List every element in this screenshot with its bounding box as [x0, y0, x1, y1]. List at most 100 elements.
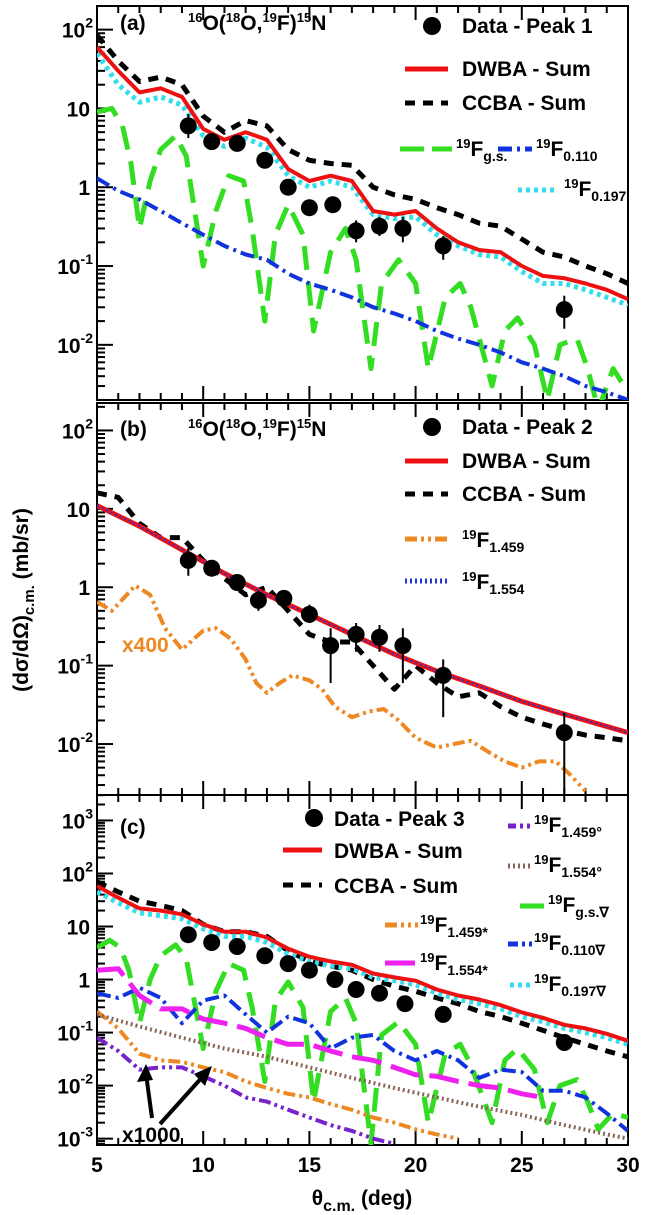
y-tick-label: 1	[78, 177, 90, 200]
y-tick-label: 103	[62, 805, 93, 833]
data-point	[256, 947, 274, 965]
panel-a-frame	[96, 5, 629, 401]
legend-c-gs: 19Fg.s.∇	[548, 892, 609, 920]
data-point	[434, 237, 452, 255]
arrow-2-shaft	[158, 1072, 207, 1126]
arrow-2-head	[194, 1066, 212, 1086]
data-point	[396, 995, 414, 1013]
data-point	[179, 926, 197, 944]
legend-c-data: Data - Peak 3	[334, 808, 465, 831]
x-tick-label: 15	[298, 1154, 322, 1177]
y-tick-label: 1	[78, 970, 90, 993]
data-point	[371, 984, 388, 1002]
y-tick-label: 10-2	[57, 1071, 93, 1099]
curve-f197	[97, 51, 628, 308]
legend-c-f110: 19F0.110∇	[534, 930, 606, 958]
data-point	[279, 955, 297, 973]
data-point	[347, 981, 365, 998]
legend-c-f1554s: 19F1.554*	[420, 950, 488, 978]
legend-c-ccba: CCBA - Sum	[334, 875, 458, 898]
legend-b-dwba: DWBA - Sum	[462, 450, 591, 473]
data-point	[555, 1034, 573, 1051]
data-point	[326, 971, 344, 988]
x-tick-label: 10	[192, 1154, 215, 1177]
y-tick-label: 10	[67, 98, 90, 121]
data-point	[371, 628, 388, 646]
data-point	[322, 637, 340, 655]
data-point	[203, 934, 221, 951]
data-point	[555, 724, 573, 742]
y-tick-label: 1	[78, 577, 90, 600]
legend-a-dwba: DWBA - Sum	[462, 58, 591, 81]
legend-a-data-marker	[423, 17, 441, 35]
x-tick-label: 5	[91, 1154, 103, 1177]
legend-a-data: Data - Peak 1	[462, 15, 593, 38]
panel-b-curves	[97, 490, 628, 793]
y-tick-label: 10	[67, 917, 90, 940]
legend-a-gs: 19Fg.s.	[456, 136, 507, 164]
panel-b-label: (b)	[120, 418, 147, 441]
panel-a-label: (a)	[120, 12, 146, 35]
arrow-1-shaft	[144, 1073, 154, 1119]
curve-f110	[97, 176, 628, 400]
annotation-x400: x400	[122, 634, 169, 657]
data-point	[203, 133, 221, 151]
y-tick-label: 102	[62, 15, 93, 43]
curve-f197	[97, 889, 628, 1047]
panel-c-label: (c)	[120, 816, 146, 839]
data-point	[179, 117, 197, 135]
x-tick-label: 25	[510, 1154, 534, 1177]
data-point	[394, 637, 412, 655]
data-point	[434, 1005, 452, 1023]
curve-f1459	[97, 583, 587, 793]
legend-c-f1554o: 19F1.554°	[534, 852, 602, 880]
x-tick-labels: 5 10 15 20 25 30	[91, 1154, 640, 1177]
curve-f1459s	[97, 1009, 459, 1141]
x-tick-label: 20	[404, 1154, 427, 1177]
data-point	[275, 589, 293, 607]
curve-f1554s	[97, 966, 544, 1100]
legend-c-f197: 19F0.197∇	[534, 971, 606, 999]
annotation-x1000: x1000	[122, 1124, 180, 1147]
legend-c-dwba: DWBA - Sum	[334, 840, 463, 863]
curve-ccba	[97, 879, 628, 1060]
curve-ccba	[97, 33, 628, 286]
data-point	[555, 301, 573, 319]
legend-a-ccba: CCBA - Sum	[462, 92, 586, 115]
legend-b-data-marker	[423, 418, 441, 436]
panel-a-curves	[97, 33, 628, 400]
y-tick-label: 102	[62, 415, 93, 443]
y-tick-label: 10-2	[57, 330, 93, 358]
curve-f1554o	[97, 1012, 628, 1141]
data-point	[347, 222, 365, 240]
curve-f110	[97, 985, 628, 1133]
data-point	[203, 559, 221, 577]
panel-b-data-points	[179, 547, 573, 796]
data-point	[324, 196, 342, 214]
data-point	[434, 666, 452, 684]
legend-b-data: Data - Peak 2	[462, 416, 593, 439]
y-tick-label: 10-3	[57, 1124, 93, 1152]
panel-b-reaction: 16O(18O,19F)15N	[188, 416, 326, 441]
data-point	[228, 134, 246, 152]
panel-c-data-points	[179, 926, 573, 1051]
curve-ccba	[97, 490, 628, 744]
x-axis-title: θc.m. (deg)	[312, 1187, 413, 1215]
panel-c-curves	[97, 879, 628, 1145]
curve-dwba	[97, 884, 628, 1043]
y-tick-label: 10-1	[57, 251, 93, 279]
data-point	[300, 605, 318, 623]
legend-b-f1554: 19F1.554	[462, 569, 525, 597]
x-tick-label: 30	[616, 1154, 639, 1177]
arrow-1-head	[137, 1064, 153, 1082]
data-point	[279, 178, 297, 196]
curve-gs	[97, 937, 628, 1145]
data-point	[300, 961, 318, 979]
legend-b-ccba: CCBA - Sum	[462, 483, 586, 506]
data-point	[256, 151, 274, 169]
data-point	[394, 219, 412, 237]
y-tick-label: 10-2	[57, 729, 93, 757]
data-point	[300, 199, 318, 217]
y-tick-label: 102	[62, 858, 93, 886]
